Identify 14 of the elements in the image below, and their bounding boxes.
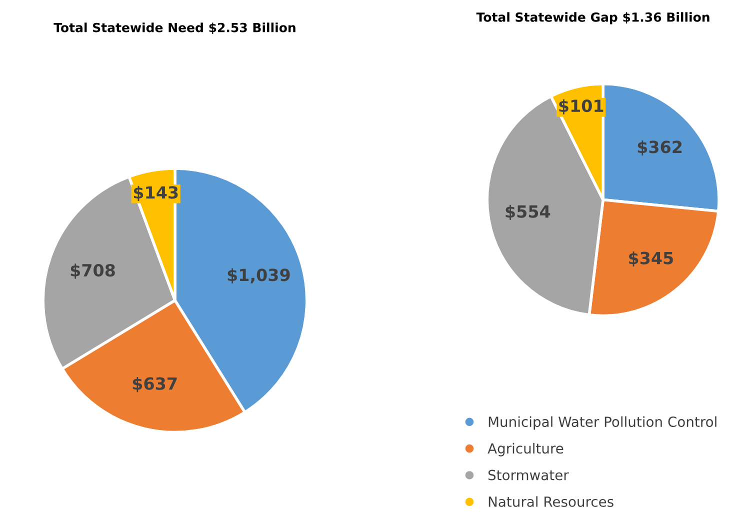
data-label: $554 <box>506 204 550 220</box>
data-label: $143 <box>134 186 178 201</box>
data-label: $708 <box>70 264 115 279</box>
chart-title: Total Statewide Gap $1.36 Billion <box>476 12 710 24</box>
legend-label: Municipal Water Pollution Control <box>488 416 716 430</box>
data-label: $1,039 <box>228 268 290 284</box>
data-label: $101 <box>559 99 604 114</box>
legend-label: Natural Resources <box>488 496 614 507</box>
legend-label: Stormwater <box>488 470 569 480</box>
data-label: $345 <box>629 251 673 267</box>
data-label: $637 <box>132 376 177 392</box>
data-label: $362 <box>638 140 682 156</box>
chart-title: Total Statewide Need $2.53 Billion <box>54 22 296 34</box>
legend-label: Agriculture <box>488 442 564 456</box>
